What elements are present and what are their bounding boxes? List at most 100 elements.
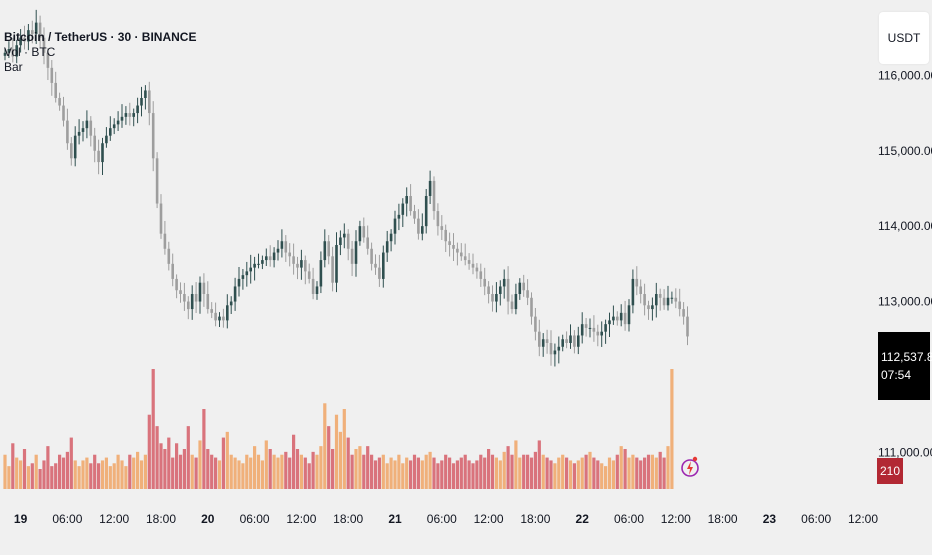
- volume-bar: [104, 457, 108, 489]
- candle-body: [194, 294, 198, 302]
- candle-body: [132, 113, 135, 117]
- volume-bar: [11, 443, 15, 489]
- candle-body: [183, 294, 186, 302]
- candle-body: [140, 98, 143, 106]
- currency-selector-button[interactable]: USDT: [879, 12, 929, 64]
- candle-body: [518, 282, 522, 294]
- volume-bar: [506, 446, 510, 489]
- volume-bar: [428, 451, 432, 489]
- candle-body: [335, 245, 338, 283]
- volume-bar: [490, 454, 495, 489]
- candle-body: [666, 297, 670, 306]
- y-tick-label: 113,000.00: [878, 295, 932, 309]
- candle-body: [612, 316, 615, 321]
- candle-body: [362, 226, 366, 238]
- candle-body: [639, 286, 642, 294]
- candle-body: [573, 335, 576, 347]
- volume-group: [3, 369, 674, 489]
- volume-bar: [654, 457, 658, 489]
- candle-body: [187, 301, 190, 310]
- candle-body: [608, 320, 611, 325]
- volume-bar: [451, 463, 456, 489]
- candle-body: [616, 316, 619, 321]
- candle-body: [307, 271, 311, 279]
- candle-body: [331, 256, 334, 283]
- volume-bar: [436, 463, 440, 489]
- volume-bar: [100, 460, 105, 489]
- volume-bar: [350, 454, 354, 489]
- volume-bar: [397, 454, 401, 489]
- volume-bar: [502, 451, 506, 489]
- lightning-bolt-icon[interactable]: [680, 446, 700, 486]
- candle-body: [265, 256, 268, 261]
- candle-body: [27, 30, 30, 42]
- volume-bar: [381, 454, 385, 489]
- volume-bar: [241, 463, 245, 489]
- candle-body: [124, 113, 128, 117]
- volume-bar: [334, 414, 339, 489]
- volume-bar: [182, 449, 186, 489]
- volume-bar: [619, 446, 623, 489]
- candle-body: [499, 286, 502, 294]
- candle-body: [382, 252, 385, 279]
- volume-bar: [580, 457, 584, 489]
- volume-bar: [288, 457, 292, 489]
- volume-bar: [65, 451, 69, 489]
- candle-body: [34, 22, 38, 34]
- candle-body: [81, 128, 85, 132]
- candle-body: [89, 120, 93, 136]
- volume-bar: [3, 454, 7, 489]
- candle-body: [136, 105, 139, 114]
- volume-bar: [471, 463, 475, 489]
- volume-bar: [529, 457, 534, 489]
- x-tick-label: 12:00: [286, 512, 316, 526]
- volume-indicator-label[interactable]: Vol · BTC: [4, 45, 56, 59]
- candle-body: [651, 305, 654, 310]
- volume-bar: [81, 460, 85, 489]
- candle-body: [491, 294, 494, 302]
- symbol-title[interactable]: Bitcoin / TetherUS · 30 · BINANCE: [4, 30, 197, 44]
- candle-body: [495, 294, 498, 302]
- volume-bar: [260, 460, 264, 489]
- candle-body: [19, 37, 22, 46]
- last-price-value: 112,537.81: [881, 350, 932, 364]
- x-tick-label: 06:00: [52, 512, 82, 526]
- candle-body: [370, 248, 373, 264]
- candle-body: [245, 271, 249, 276]
- volume-bar: [553, 463, 557, 489]
- candle-body: [222, 316, 225, 321]
- x-axis: 19 06:00 12:00 18:00 20 06:00 12:00 18:00 21 06:0…: [14, 512, 878, 526]
- candle-body: [354, 241, 358, 264]
- candle-body: [159, 203, 163, 234]
- volume-bar: [221, 437, 225, 489]
- volume-bar: [303, 457, 307, 489]
- candle-body: [619, 312, 623, 321]
- volume-bar: [61, 457, 66, 489]
- x-tick-label: 06:00: [614, 512, 644, 526]
- candle-body: [120, 116, 124, 121]
- candle-body: [101, 143, 104, 163]
- candle-body: [280, 241, 284, 249]
- candle-body: [66, 120, 69, 144]
- x-tick-label: 18:00: [520, 512, 550, 526]
- candle-body: [272, 252, 276, 261]
- volume-bar: [58, 454, 62, 489]
- volume-bar: [190, 454, 194, 489]
- candle-body: [397, 214, 401, 219]
- candle-body: [292, 256, 295, 264]
- candle-body: [73, 135, 77, 159]
- volume-bar: [611, 460, 615, 489]
- volume-bar: [34, 454, 38, 489]
- candle-body: [93, 135, 96, 151]
- volume-bar: [22, 449, 27, 489]
- bar-countdown: 07:54: [881, 368, 912, 382]
- volume-bar: [526, 454, 530, 489]
- candle-body: [233, 286, 237, 302]
- volume-bar: [85, 457, 89, 489]
- candle-body: [378, 267, 381, 279]
- candle-body: [561, 339, 564, 347]
- chart-style-label[interactable]: Bar: [4, 60, 23, 74]
- volume-bar: [253, 446, 257, 489]
